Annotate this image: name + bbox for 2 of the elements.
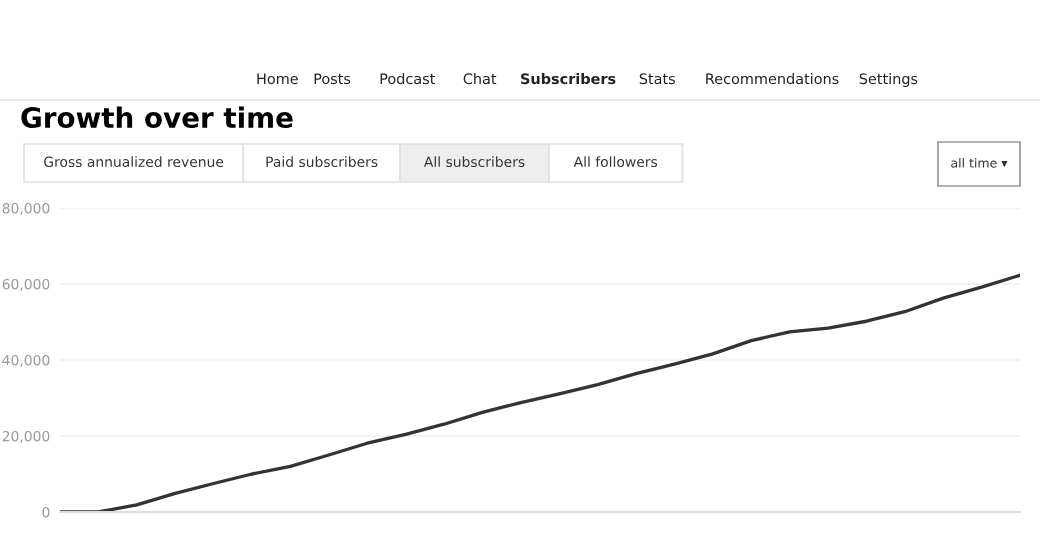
line-series [60,273,1020,512]
chart-title: Growth over time [21,106,293,129]
